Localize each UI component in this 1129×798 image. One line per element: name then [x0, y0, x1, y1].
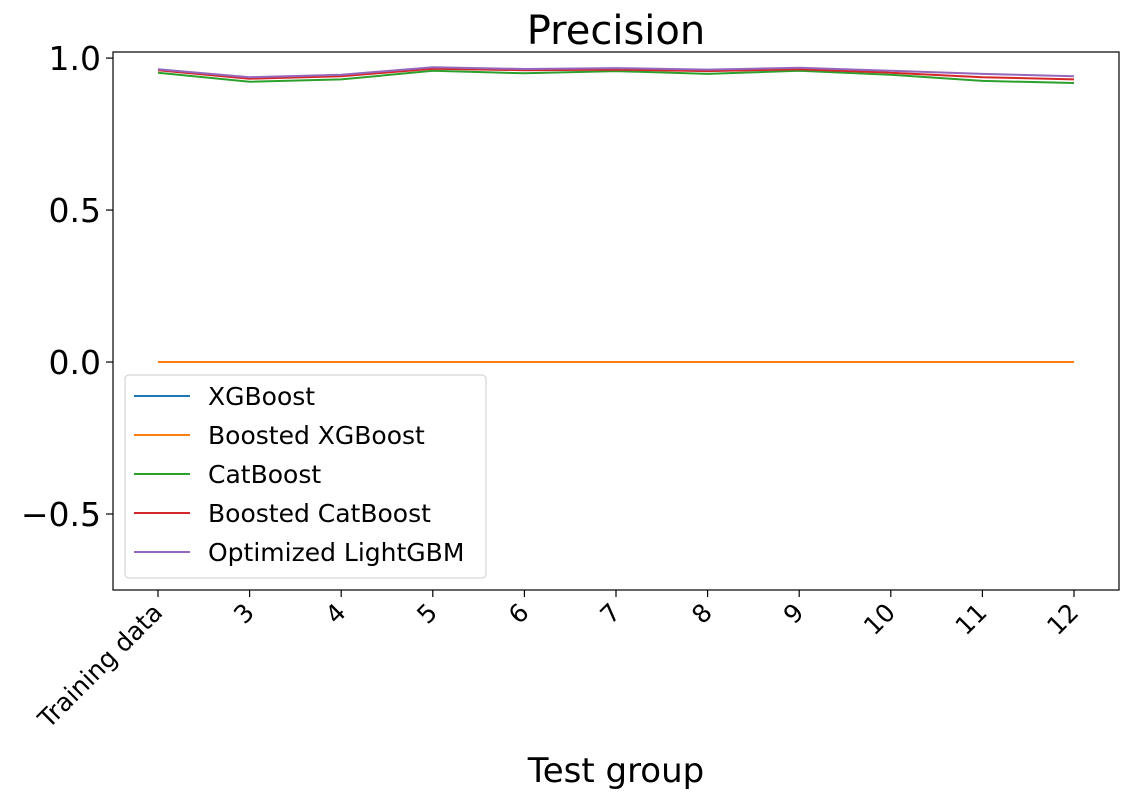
x-tick-label: 6 — [503, 598, 535, 630]
legend-entry-label: Optimized LightGBM — [208, 538, 464, 567]
y-tick-label: 0.0 — [49, 343, 101, 382]
x-axis-label: Test group — [527, 751, 705, 791]
series-line-3 — [157, 67, 1075, 81]
x-tick-label: 4 — [320, 598, 352, 630]
x-tick-label: 12 — [1041, 598, 1084, 641]
legend-entry-label: CatBoost — [208, 460, 321, 489]
chart-title: Precision — [527, 8, 705, 54]
x-tick-label: 8 — [686, 598, 718, 630]
y-tick-label: 1.0 — [49, 39, 101, 78]
series-lines — [157, 66, 1075, 363]
x-axis: Training data 3 4 5 6 7 8 9 10 11 12 — [32, 590, 1084, 734]
legend-box — [124, 374, 487, 579]
x-tick-label: 7 — [594, 598, 626, 630]
x-tick-label: Training data — [32, 598, 168, 734]
x-tick-label: 9 — [778, 598, 810, 630]
y-axis: −0.5 0.0 0.5 1.0 — [21, 39, 113, 534]
legend-entry-label: Boosted XGBoost — [208, 421, 425, 450]
series-line-4 — [157, 66, 1075, 79]
x-tick-label: 5 — [411, 598, 443, 630]
legend: XGBoost Boosted XGBoost CatBoost Boosted Ca… — [124, 374, 487, 579]
legend-entry-label: XGBoost — [208, 382, 315, 411]
y-tick-label: −0.5 — [21, 495, 101, 534]
legend-entry-label: Boosted CatBoost — [208, 499, 431, 528]
x-tick-label: 10 — [858, 598, 901, 641]
x-tick-label: 3 — [228, 598, 260, 630]
x-tick-label: 11 — [950, 598, 993, 641]
series-line-2 — [157, 69, 1075, 84]
y-tick-label: 0.5 — [49, 191, 101, 230]
